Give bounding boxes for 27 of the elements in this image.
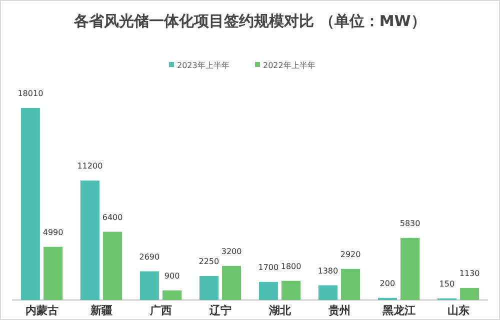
x-tick-label: 贵州 bbox=[327, 304, 350, 317]
data-label: 4990 bbox=[42, 228, 64, 237]
data-label: 2690 bbox=[139, 252, 160, 262]
data-label: 5830 bbox=[400, 218, 420, 228]
x-tick-label: 辽宁 bbox=[208, 304, 232, 317]
x-tick-label: 黑龙江 bbox=[381, 304, 416, 317]
data-label: 900 bbox=[164, 271, 180, 280]
x-tick-label: 内蒙古 bbox=[25, 304, 58, 317]
data-label: 3200 bbox=[221, 246, 242, 256]
legend-label: 2023年上半年 bbox=[177, 61, 230, 70]
data-label: 150 bbox=[439, 279, 455, 288]
data-label: 1700 bbox=[258, 262, 279, 272]
data-label: 200 bbox=[380, 278, 396, 288]
data-label: 6400 bbox=[102, 212, 123, 222]
data-label: 1380 bbox=[318, 266, 338, 276]
x-tick-label: 广西 bbox=[148, 304, 172, 317]
data-label: 11200 bbox=[77, 162, 103, 171]
chart-title: 各省风光储一体化项目签约规模对比 （单位：MW） bbox=[73, 12, 426, 30]
data-label: 2920 bbox=[340, 250, 361, 259]
data-label: 1130 bbox=[459, 268, 480, 278]
x-tick-label: 新疆 bbox=[89, 304, 112, 317]
data-label: 18010 bbox=[18, 89, 44, 98]
legend-label: 2022年上半年 bbox=[263, 61, 316, 70]
x-tick-label: 湖北 bbox=[268, 304, 292, 317]
data-label: 1800 bbox=[280, 262, 302, 271]
x-tick-label: 山东 bbox=[447, 304, 470, 317]
data-label: 2250 bbox=[198, 257, 220, 266]
